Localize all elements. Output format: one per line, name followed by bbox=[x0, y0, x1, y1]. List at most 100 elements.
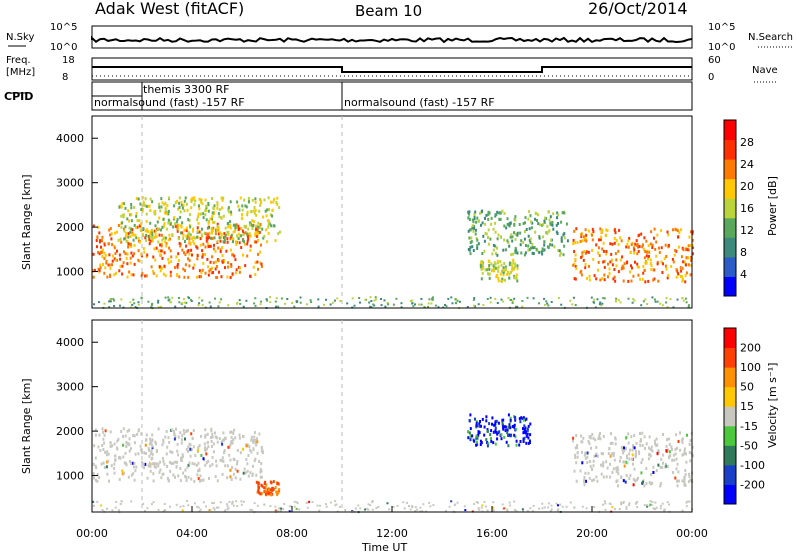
scatter-point bbox=[500, 437, 503, 441]
scatter-point bbox=[159, 253, 162, 257]
scatter-point bbox=[617, 270, 620, 274]
scatter-point bbox=[523, 237, 526, 241]
scatter-point bbox=[219, 231, 222, 235]
scatter-point bbox=[118, 253, 121, 257]
scatter-point bbox=[124, 236, 127, 240]
scatter-point bbox=[538, 236, 541, 240]
scatter-point bbox=[252, 224, 255, 228]
scatter-point bbox=[538, 302, 540, 305]
scatter-point bbox=[253, 211, 256, 215]
scatter-point bbox=[167, 299, 170, 302]
scatter-point bbox=[549, 510, 552, 512]
colorbar-tick: 50 bbox=[740, 381, 754, 394]
scatter-point bbox=[317, 305, 320, 308]
scatter-point bbox=[288, 505, 291, 508]
scatter-point bbox=[113, 471, 116, 475]
scatter-point bbox=[155, 246, 158, 250]
scatter-point bbox=[233, 254, 236, 258]
scatter-point bbox=[691, 445, 694, 449]
scatter-point bbox=[625, 261, 628, 265]
scatter-point bbox=[138, 224, 141, 228]
scatter-point bbox=[676, 462, 679, 466]
scatter-point bbox=[620, 239, 623, 243]
scatter-point bbox=[148, 235, 151, 239]
scatter-point bbox=[430, 302, 433, 305]
scatter-point bbox=[196, 226, 199, 230]
scatter-point bbox=[115, 271, 118, 275]
scatter-point bbox=[488, 268, 491, 271]
scatter-point bbox=[509, 235, 512, 239]
scatter-point bbox=[202, 501, 205, 504]
scatter-point bbox=[420, 303, 423, 306]
scatter-point bbox=[197, 212, 200, 216]
scatter-point bbox=[201, 249, 204, 253]
scatter-point bbox=[249, 248, 252, 252]
scatter-point bbox=[680, 266, 683, 270]
scatter-point bbox=[232, 457, 235, 461]
scatter-point bbox=[221, 442, 224, 446]
scatter-point bbox=[176, 199, 178, 203]
scatter-point bbox=[538, 223, 541, 227]
scatter-point bbox=[584, 266, 587, 270]
scatter-point bbox=[504, 267, 507, 271]
scatter-point bbox=[230, 478, 233, 481]
scatter-point bbox=[157, 299, 160, 302]
scatter-point bbox=[575, 479, 578, 483]
scatter-point bbox=[527, 436, 530, 440]
scatter-point bbox=[276, 196, 279, 200]
scatter-point bbox=[234, 258, 237, 262]
scatter-point bbox=[123, 229, 126, 233]
scatter-point bbox=[229, 276, 232, 279]
scatter-point bbox=[197, 506, 200, 509]
scatter-point bbox=[230, 263, 233, 267]
scatter-point bbox=[271, 208, 274, 212]
scatter-point bbox=[149, 464, 152, 468]
scatter-point bbox=[512, 261, 515, 265]
scatter-point bbox=[454, 298, 457, 301]
scatter-point bbox=[599, 278, 602, 282]
scatter-point bbox=[242, 305, 245, 308]
scatter-point bbox=[400, 302, 403, 305]
scatter-point bbox=[180, 456, 183, 460]
scatter-point bbox=[520, 416, 523, 420]
scatter-point bbox=[211, 266, 213, 270]
scatter-point bbox=[605, 460, 608, 464]
scatter-point bbox=[580, 434, 582, 438]
scatter-point bbox=[233, 428, 236, 432]
colorbar-swatch bbox=[724, 139, 736, 160]
scatter-point bbox=[226, 503, 228, 506]
scatter-point bbox=[647, 244, 650, 248]
scatter-point bbox=[185, 202, 188, 206]
scatter-point bbox=[475, 420, 478, 424]
scatter-point bbox=[257, 267, 259, 271]
scatter-point bbox=[609, 475, 612, 479]
scatter-point bbox=[157, 301, 160, 304]
scatter-point bbox=[103, 256, 106, 260]
scatter-point bbox=[204, 434, 207, 438]
scatter-point bbox=[135, 211, 138, 215]
scatter-point bbox=[364, 298, 367, 301]
scatter-point bbox=[276, 202, 279, 206]
scatter-point bbox=[610, 432, 612, 436]
scatter-point bbox=[502, 248, 505, 252]
scatter-point bbox=[182, 505, 185, 508]
scatter-point bbox=[604, 502, 607, 505]
scatter-point bbox=[151, 231, 154, 235]
scatter-point bbox=[191, 253, 193, 257]
scatter-point bbox=[231, 272, 234, 276]
scatter-point bbox=[513, 222, 516, 226]
scatter-point bbox=[478, 219, 480, 223]
scatter-point bbox=[259, 468, 262, 471]
scatter-point bbox=[265, 483, 268, 487]
scatter-point bbox=[487, 212, 490, 216]
scatter-point bbox=[264, 489, 267, 493]
scatter-point bbox=[500, 263, 503, 267]
scatter-point bbox=[427, 302, 430, 305]
scatter-point bbox=[186, 237, 189, 240]
scatter-point bbox=[157, 464, 160, 468]
scatter-point bbox=[486, 268, 488, 272]
scatter-point bbox=[580, 235, 583, 239]
scatter-point bbox=[104, 254, 107, 257]
xtick-label: 20:00 bbox=[576, 527, 608, 540]
scatter-point bbox=[149, 452, 152, 456]
